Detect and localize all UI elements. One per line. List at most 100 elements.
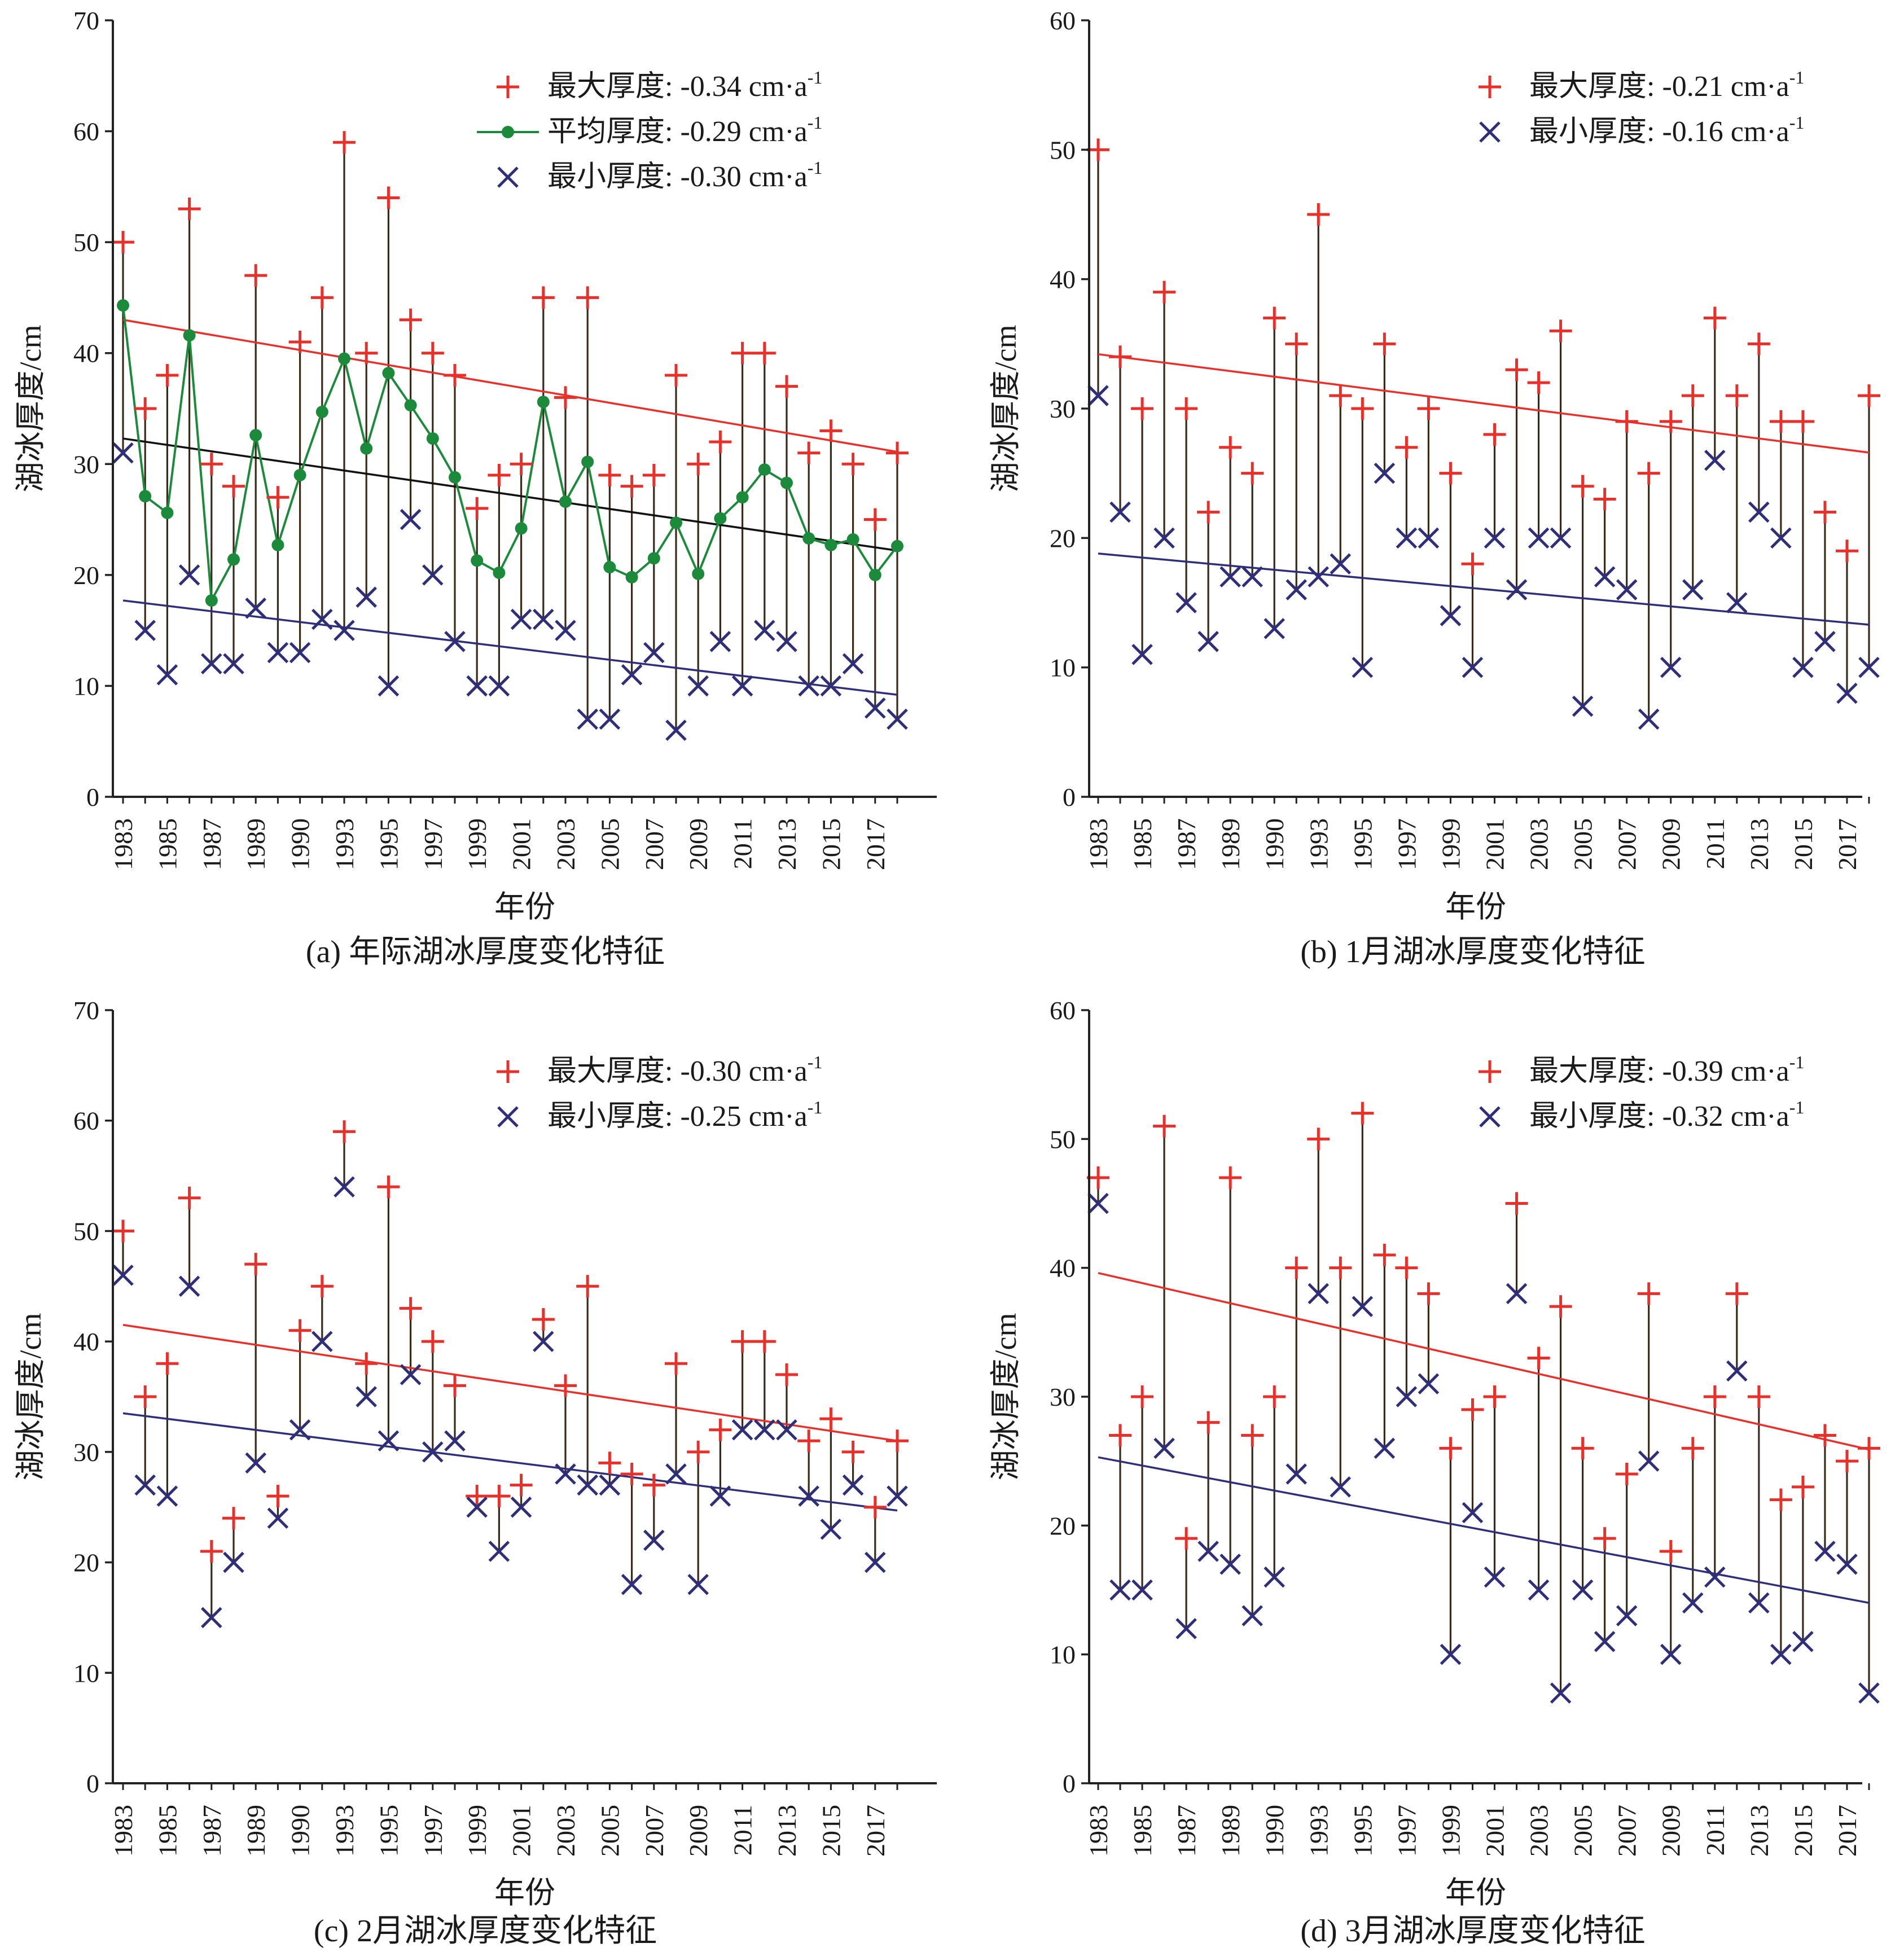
min-point	[1241, 566, 1263, 587]
min-point	[1748, 501, 1770, 523]
max-point	[200, 1540, 223, 1563]
y-tick-label: 0	[86, 1769, 99, 1798]
x-tick-label: 2009	[684, 818, 713, 870]
max-point	[1659, 1540, 1682, 1563]
min-point	[887, 1485, 908, 1507]
legend-unit-exponent: -1	[808, 1052, 823, 1072]
max-point	[1109, 1424, 1132, 1447]
min-point	[1308, 566, 1330, 587]
min-point	[378, 1430, 400, 1452]
max-point	[510, 453, 533, 476]
max-point	[444, 364, 466, 387]
x-tick-label: 1987	[198, 1805, 226, 1857]
y-tick-label: 50	[73, 1217, 99, 1245]
max-point	[1681, 1437, 1704, 1460]
max-point	[1747, 332, 1770, 356]
max-point	[753, 341, 776, 365]
max-point	[310, 1275, 334, 1298]
max-point	[1241, 1424, 1264, 1447]
max-point	[1593, 1527, 1616, 1550]
min-point	[134, 1474, 156, 1496]
x-tick-label: 1999	[463, 1805, 492, 1857]
legend-label-max: 最大厚度: -0.21 cm·a-1	[1529, 67, 1804, 103]
max-point	[466, 497, 489, 520]
legend: 最大厚度: -0.21 cm·a-1 最小厚度: -0.16 cm·a-1	[1479, 67, 1804, 148]
max-point	[642, 463, 665, 486]
mean-point	[802, 532, 815, 545]
max-point	[841, 1440, 865, 1463]
min-point	[1175, 592, 1197, 613]
min-point	[1506, 1283, 1528, 1305]
max-point	[178, 1186, 201, 1209]
x-tick-label: 2013	[1745, 1805, 1774, 1857]
max-point	[1791, 410, 1814, 433]
max-point	[156, 364, 179, 387]
x-tick-label: 1983	[1084, 1805, 1113, 1857]
min-point	[1131, 1579, 1153, 1601]
min-point	[245, 598, 266, 619]
legend-label-min: 最小厚度: -0.32 cm·a-1	[1529, 1097, 1804, 1133]
max-point	[1131, 1385, 1154, 1408]
max-point	[1109, 345, 1132, 369]
max-point	[532, 1308, 555, 1331]
min-point	[1748, 1592, 1770, 1614]
stem-lines	[122, 142, 898, 731]
max-point	[488, 463, 511, 486]
mean-point	[736, 491, 749, 504]
min-point	[334, 620, 355, 641]
trend-line-max	[122, 1324, 898, 1442]
min-point	[1616, 1605, 1638, 1626]
y-tick-label: 20	[73, 1549, 99, 1577]
x-tick-label: 1985	[153, 1805, 182, 1857]
min-point	[267, 1507, 289, 1529]
y-axis-title: 湖冰厚度/cm	[989, 1313, 1023, 1481]
x-tick-label: 2017	[1833, 1805, 1862, 1857]
min-point	[112, 442, 134, 464]
x-tick-label: 1985	[1128, 1805, 1157, 1857]
x-tick-label: 2013	[1745, 818, 1774, 870]
max-point	[665, 364, 687, 387]
min-point	[1440, 605, 1462, 626]
min-point	[754, 620, 775, 641]
max-point	[1769, 1488, 1792, 1511]
x-tick-label: 1995	[1348, 1805, 1377, 1857]
legend: 最大厚度: -0.34 cm·a-1 平均厚度: -0.29 cm·a-1 最小厚度…	[477, 67, 822, 193]
max-point	[333, 1120, 356, 1143]
y-tick-label: 10	[73, 1659, 99, 1687]
max-point	[377, 1175, 400, 1199]
max-point	[1483, 1385, 1506, 1408]
max-point	[244, 264, 267, 287]
min-point	[1264, 618, 1285, 639]
mean-point	[293, 468, 306, 481]
min-point	[156, 1485, 178, 1507]
min-point	[201, 1607, 222, 1629]
stem-lines	[1097, 150, 1870, 720]
max-point	[266, 1485, 289, 1508]
x-tick-label: 1985	[1128, 818, 1157, 870]
min-point	[312, 1331, 333, 1352]
min-point	[400, 508, 422, 530]
max-point	[886, 441, 909, 464]
legend-max-marker	[497, 1060, 519, 1083]
max-point	[1087, 1166, 1109, 1189]
min-point	[223, 1551, 244, 1573]
x-tick-label: 2007	[1613, 818, 1642, 870]
x-tick-label: 1987	[198, 818, 226, 870]
x-tick-label: 1989	[242, 1805, 270, 1857]
min-point	[1175, 1618, 1197, 1639]
max-point	[1571, 1437, 1594, 1460]
y-tick-label: 50	[1050, 1125, 1076, 1153]
min-point	[842, 653, 864, 674]
min-point	[555, 1463, 576, 1485]
x-tick-label: 2003	[1525, 1805, 1554, 1857]
min-point	[510, 1496, 532, 1518]
max-point	[1307, 203, 1330, 226]
min-point	[1770, 527, 1792, 549]
mean-point	[780, 476, 793, 489]
max-point	[1791, 1475, 1814, 1498]
legend-max-marker	[1479, 76, 1501, 98]
mean-point	[117, 299, 129, 312]
max-point	[1858, 1437, 1880, 1460]
trend-line-max	[1098, 353, 1870, 454]
max-point	[1285, 332, 1308, 356]
